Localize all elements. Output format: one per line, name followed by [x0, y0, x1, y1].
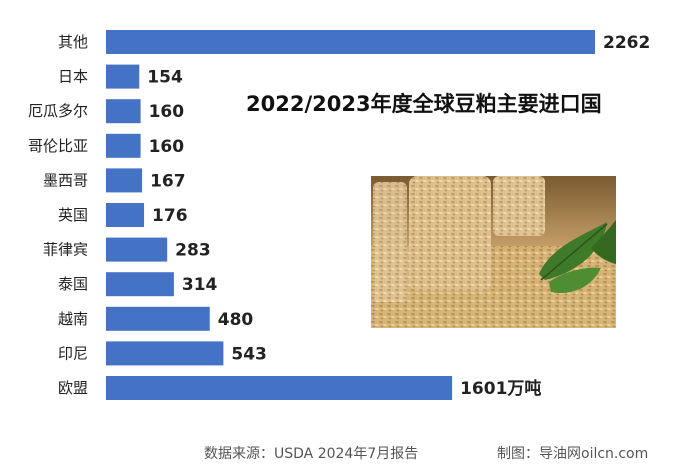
value-label: 167 [150, 171, 186, 191]
value-label: 480 [218, 310, 254, 330]
category-label: 厄瓜多尔 [28, 102, 88, 120]
bar-1 [106, 64, 140, 89]
bar-3 [106, 133, 141, 158]
bar-2 [106, 99, 141, 124]
value-label: 176 [152, 206, 188, 226]
value-label: 2262 [603, 33, 650, 53]
category-label: 英国 [58, 206, 88, 224]
value-label: 543 [231, 344, 266, 364]
bar-9 [106, 341, 224, 366]
value-label: 160 [149, 102, 185, 122]
value-label: 283 [175, 241, 211, 261]
value-label: 160 [149, 137, 185, 157]
value-label: 1601万吨 [460, 378, 541, 399]
category-label: 泰国 [58, 275, 88, 293]
bar-8 [106, 306, 210, 331]
footer-source: 数据来源：USDA 2024年7月报告 [204, 446, 419, 462]
category-label: 哥伦比亚 [28, 137, 88, 155]
category-label: 印尼 [58, 344, 88, 362]
bar-10 [106, 376, 453, 400]
category-label: 墨西哥 [43, 171, 88, 189]
bar-4 [106, 168, 143, 193]
category-label: 越南 [58, 310, 88, 328]
chart-title: 2022/2023年度全球豆粕主要进口国 [246, 92, 602, 116]
value-label: 314 [182, 275, 218, 295]
category-label: 欧盟 [58, 379, 88, 397]
bar-0 [106, 30, 595, 54]
category-label: 菲律宾 [43, 241, 88, 259]
value-label: 154 [147, 68, 183, 88]
bar-6 [106, 237, 168, 262]
bar-7 [106, 272, 174, 297]
category-label: 其他 [58, 33, 88, 51]
bar-chart: 其他 2262 日本 154 厄瓜多尔 160 哥伦比亚 160 墨西哥 167 英国 176 菲律宾 2… [28, 30, 650, 400]
soybean-meal-photo [371, 176, 616, 328]
bar-5 [106, 203, 145, 227]
category-label: 日本 [58, 68, 88, 86]
footer-credit: 制图：导油网oilcn.com [497, 446, 649, 462]
